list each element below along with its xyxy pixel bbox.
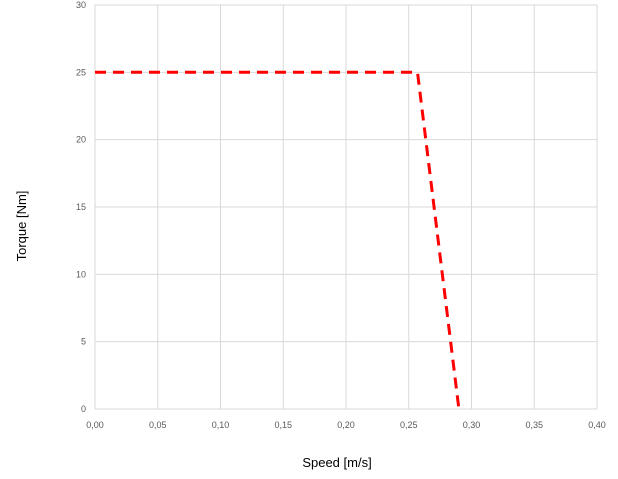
y-tick-label: 20 (76, 135, 86, 145)
x-axis-title: Speed [m/s] (302, 455, 371, 470)
x-tick-label: 0,35 (525, 420, 543, 430)
x-tick-label: 0,20 (337, 420, 355, 430)
x-tick-label: 0,10 (212, 420, 230, 430)
y-tick-label: 15 (76, 202, 86, 212)
x-tick-label: 0,15 (274, 420, 292, 430)
y-tick-label: 30 (76, 0, 86, 10)
x-tick-label: 0,30 (463, 420, 481, 430)
x-tick-label: 0,25 (400, 420, 418, 430)
series-layer (95, 70, 461, 410)
y-tick-label: 0 (81, 404, 86, 414)
x-axis-ticks: 0,00 0,05 0,10 0,15 0,20 0,25 0,30 0,35 0,40 (86, 420, 606, 430)
x-tick-label: 0,40 (588, 420, 606, 430)
y-tick-label: 25 (76, 67, 86, 77)
grid (94, 4, 598, 410)
series-line-0 (95, 70, 461, 410)
y-axis-ticks: 0 5 10 15 20 25 30 (76, 0, 86, 414)
y-tick-label: 5 (81, 337, 86, 347)
x-tick-label: 0,05 (149, 420, 167, 430)
y-axis-title: Torque [Nm] (14, 191, 29, 262)
x-tick-label: 0,00 (86, 420, 104, 430)
y-tick-label: 10 (76, 269, 86, 279)
